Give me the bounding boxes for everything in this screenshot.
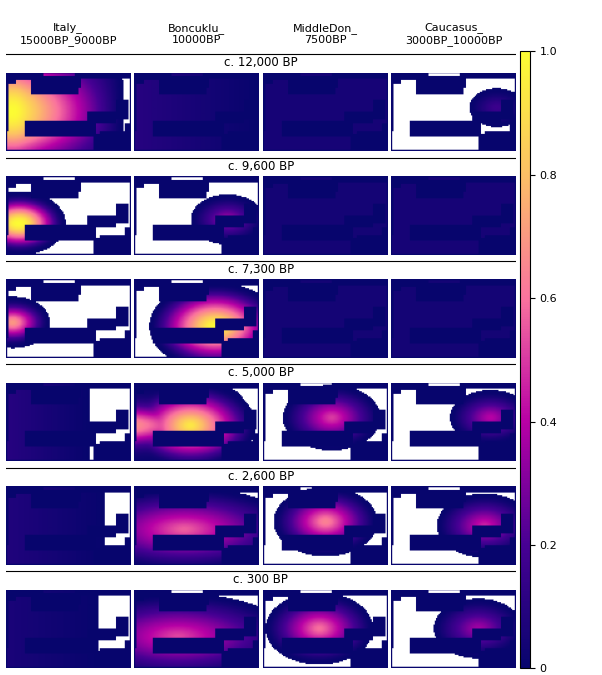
Text: c. 2,600 BP: c. 2,600 BP [228,470,294,483]
Text: c. 7,300 BP: c. 7,300 BP [228,263,294,276]
Text: c. 12,000 BP: c. 12,000 BP [224,56,298,70]
Text: c. 300 BP: c. 300 BP [234,573,288,587]
Text: MiddleDon_
7500BP: MiddleDon_ 7500BP [293,23,358,45]
Text: c. 9,600 BP: c. 9,600 BP [228,160,294,173]
Text: Boncuklu_
10000BP: Boncuklu_ 10000BP [168,23,225,45]
Text: Italy_
15000BP_9000BP: Italy_ 15000BP_9000BP [19,22,117,46]
Text: c. 5,000 BP: c. 5,000 BP [228,367,294,379]
Text: Caucasus_
3000BP_10000BP: Caucasus_ 3000BP_10000BP [405,22,502,46]
